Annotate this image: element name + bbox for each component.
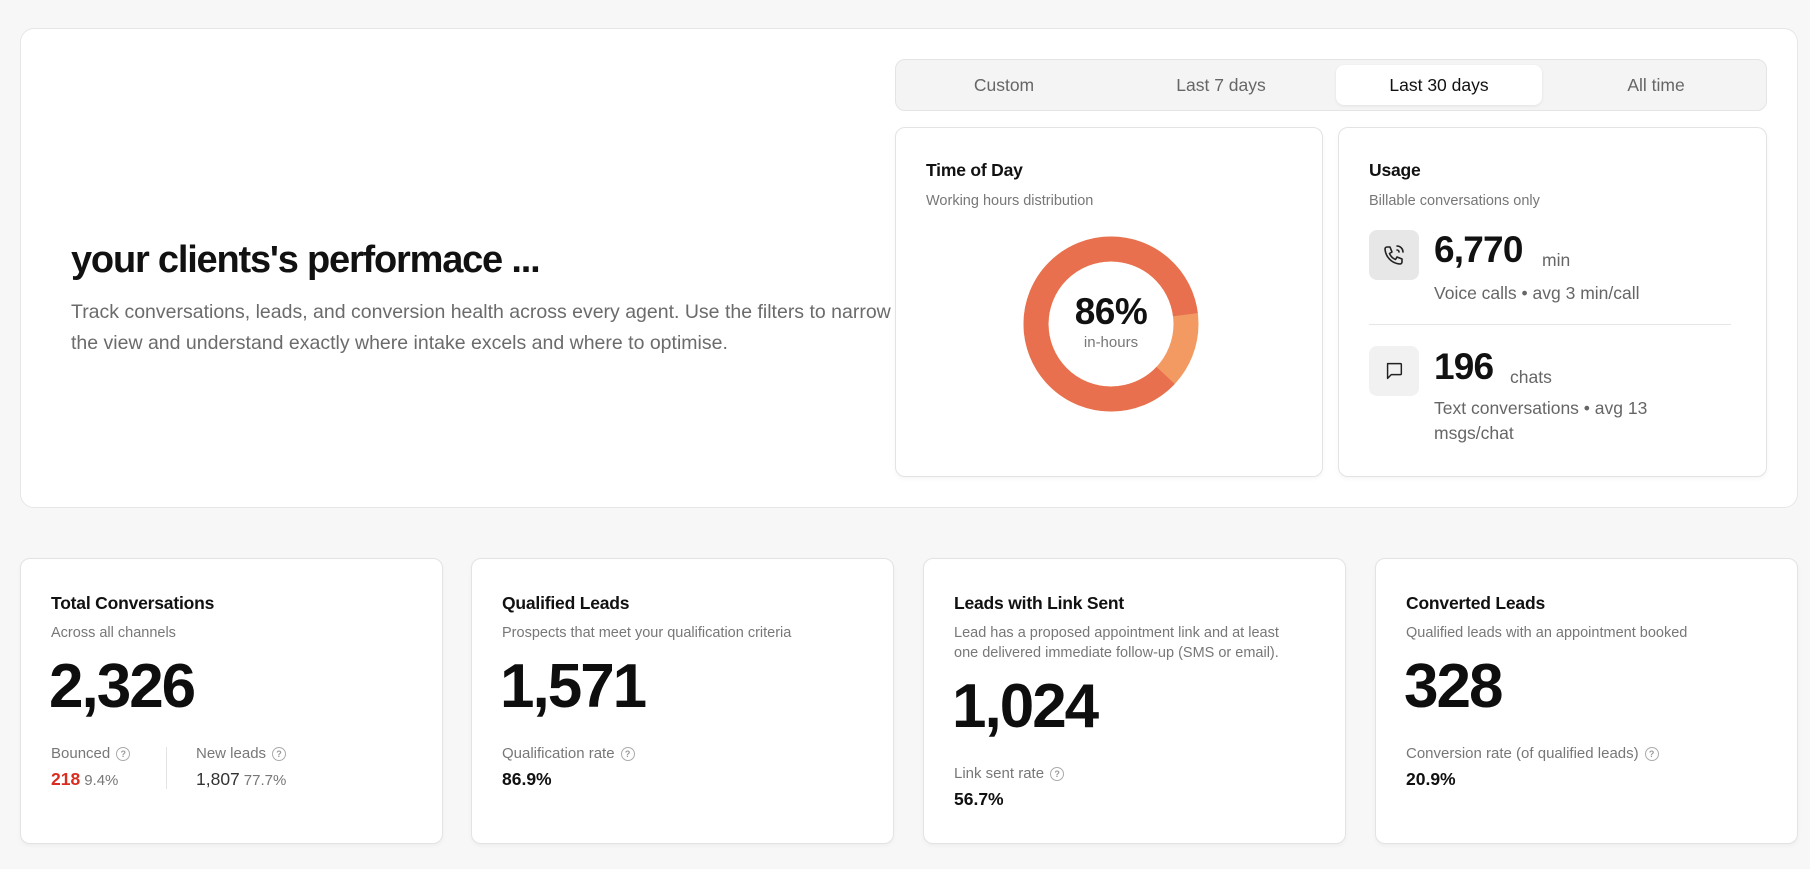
time-of-day-card: Time of Day Working hours distribution 8…: [895, 127, 1323, 477]
chat-count-unit: chats: [1510, 367, 1552, 387]
page-title: your clients's performace ...: [71, 239, 541, 281]
card-title: Total Conversations: [51, 593, 215, 613]
bounced-label: Bounced ?: [51, 745, 131, 762]
page-description: Track conversations, leads, and conversi…: [71, 301, 891, 354]
voice-minutes-value: 6,770: [1434, 229, 1523, 270]
bounced-count: 218: [51, 769, 81, 789]
card-subtitle: Working hours distribution: [926, 193, 1094, 209]
card-subtitle: Across all channels: [51, 625, 176, 641]
tab-all-time[interactable]: All time: [1627, 74, 1685, 95]
card-subtitle: Billable conversations only: [1369, 193, 1540, 209]
donut-chart: 86% in-hours: [1021, 234, 1201, 414]
help-icon[interactable]: ?: [272, 746, 287, 761]
card-subtitle: Prospects that meet your qualification c…: [502, 625, 792, 641]
conversion-rate-label: Conversion rate (of qualified leads) ?: [1406, 745, 1659, 762]
phone-icon: [1369, 230, 1419, 280]
metric-value: 1,571: [500, 652, 647, 721]
card-title: Qualified Leads: [502, 593, 630, 613]
tab-custom[interactable]: Custom: [973, 74, 1035, 95]
bounced-value: 218 9.4%: [51, 769, 118, 790]
usage-card: Usage Billable conversations only 6,770 …: [1338, 127, 1767, 477]
metric-value: 2,326: [49, 652, 196, 721]
donut-percent: 86%: [1074, 291, 1148, 332]
chat-description: Text conversations • avg 13 msgs/chat: [1434, 396, 1647, 446]
conversion-rate-value: 20.9%: [1406, 769, 1456, 789]
new-leads-label: New leads ?: [196, 745, 287, 762]
link-sent-card: Leads with Link Sent Lead has a proposed…: [923, 558, 1346, 844]
card-title: Usage: [1369, 160, 1421, 180]
qualified-leads-card: Qualified Leads Prospects that meet your…: [471, 558, 894, 844]
chat-count-value: 196: [1434, 346, 1494, 387]
date-range-selector: Custom Last 7 days Last 30 days All time: [895, 59, 1767, 111]
link-sent-rate-value: 56.7%: [954, 789, 1004, 809]
bounced-pct: 9.4%: [84, 772, 119, 789]
metric-value: 328: [1404, 652, 1503, 721]
stat-label-text: Qualification rate: [502, 745, 615, 762]
donut-label: in-hours: [1083, 334, 1139, 351]
voice-minutes-unit: min: [1542, 250, 1571, 270]
card-title: Leads with Link Sent: [954, 593, 1125, 613]
metric-value: 1,024: [952, 672, 1099, 741]
chat-description-line2: msgs/chat: [1434, 423, 1514, 443]
help-icon[interactable]: ?: [116, 746, 131, 761]
card-subtitle: Qualified leads with an appointment book…: [1406, 625, 1688, 641]
card-title: Converted Leads: [1406, 593, 1545, 613]
total-conversations-card: Total Conversations Across all channels …: [20, 558, 443, 844]
card-title: Time of Day: [926, 160, 1023, 180]
help-icon[interactable]: ?: [620, 746, 635, 761]
tab-last-7-days[interactable]: Last 7 days: [1176, 74, 1266, 95]
qualification-rate-value: 86.9%: [502, 769, 552, 789]
new-leads-label-text: New leads: [196, 745, 267, 762]
chat-bubble-icon: [1369, 346, 1419, 396]
voice-description: Voice calls • avg 3 min/call: [1434, 283, 1640, 303]
divider: [166, 747, 167, 789]
help-icon[interactable]: ?: [1050, 766, 1065, 781]
link-sent-rate-label: Link sent rate ?: [954, 765, 1065, 782]
card-subtitle-line1: Lead has a proposed appointment link and…: [954, 625, 1279, 641]
stat-label-text: Conversion rate (of qualified leads): [1406, 745, 1639, 762]
card-subtitle: Lead has a proposed appointment link and…: [954, 623, 1279, 663]
chat-description-line1: Text conversations • avg 13: [1434, 398, 1648, 418]
divider: [1369, 324, 1731, 325]
donut-in-hours-segment: [1023, 236, 1199, 412]
new-leads-count: 1,807: [196, 769, 240, 789]
stat-label-text: Link sent rate: [954, 765, 1045, 782]
bounced-label-text: Bounced: [51, 745, 111, 762]
converted-leads-card: Converted Leads Qualified leads with an …: [1375, 558, 1798, 844]
help-icon[interactable]: ?: [1644, 746, 1659, 761]
qualification-rate-label: Qualification rate ?: [502, 745, 635, 762]
tab-last-30-days[interactable]: Last 30 days: [1336, 65, 1542, 105]
new-leads-value: 1,807 77.7%: [196, 769, 286, 790]
card-subtitle-line2: one delivered immediate follow-up (SMS o…: [954, 645, 1279, 661]
new-leads-pct: 77.7%: [243, 772, 287, 789]
